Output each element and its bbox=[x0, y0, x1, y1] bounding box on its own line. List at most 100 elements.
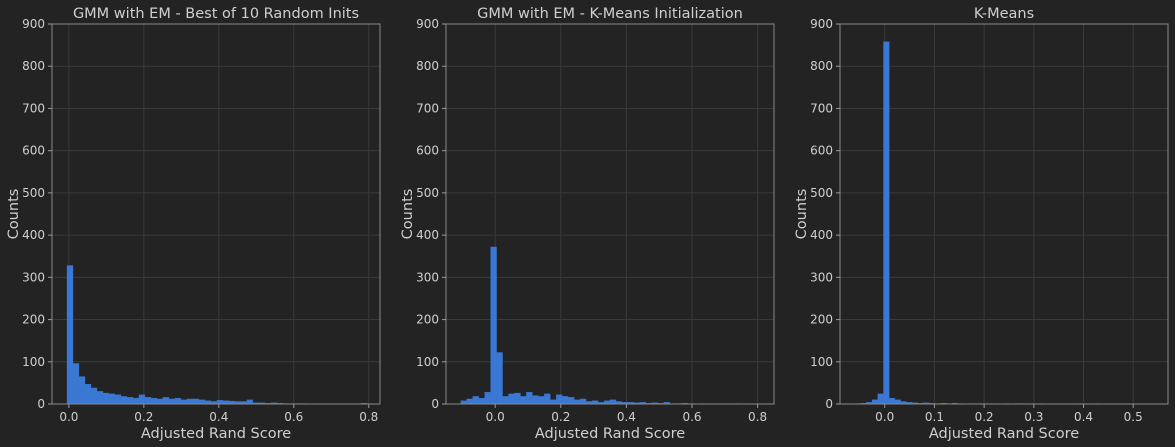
histogram-bar bbox=[490, 246, 497, 405]
histogram-bar bbox=[532, 395, 539, 405]
histogram-bar bbox=[216, 400, 224, 405]
histogram-bar bbox=[156, 398, 164, 405]
y-tick-label: 700 bbox=[416, 101, 439, 115]
histogram-bar bbox=[538, 396, 545, 405]
histogram-bar bbox=[126, 397, 134, 405]
histogram-bar bbox=[556, 394, 563, 405]
histogram-bar bbox=[180, 399, 188, 405]
y-tick-label: 300 bbox=[810, 270, 833, 284]
y-tick-label: 0 bbox=[825, 397, 833, 411]
histogram-bar bbox=[72, 363, 80, 405]
histogram-bar bbox=[871, 399, 878, 405]
x-tick-label: 0.0 bbox=[59, 410, 78, 424]
x-tick-label: 0.4 bbox=[209, 410, 228, 424]
axes-frame bbox=[839, 23, 1169, 405]
y-tick-label: 600 bbox=[22, 144, 45, 158]
y-tick-label: 400 bbox=[810, 228, 833, 242]
y-tick-label: 800 bbox=[416, 59, 439, 73]
y-axis-label: Counts bbox=[400, 189, 416, 240]
histogram-bar bbox=[478, 397, 485, 405]
y-tick-label: 900 bbox=[416, 17, 439, 31]
y-tick-label: 0 bbox=[37, 397, 45, 411]
axes-frame bbox=[445, 23, 775, 405]
histogram-bar bbox=[562, 396, 569, 405]
y-tick-label: 900 bbox=[810, 17, 833, 31]
histogram-bar bbox=[883, 41, 890, 405]
histogram-bar bbox=[186, 398, 194, 405]
histogram-bar bbox=[877, 393, 884, 405]
histogram-bar bbox=[108, 393, 116, 405]
x-tick-label: 0.2 bbox=[551, 410, 570, 424]
histogram-bar bbox=[144, 397, 152, 405]
y-tick-label: 200 bbox=[416, 313, 439, 327]
histogram-bar bbox=[246, 399, 254, 405]
histogram-bar bbox=[472, 396, 479, 405]
histogram-bar bbox=[496, 352, 503, 405]
y-tick-label: 400 bbox=[416, 228, 439, 242]
y-tick-label: 600 bbox=[810, 144, 833, 158]
histogram-bar bbox=[150, 397, 158, 405]
y-tick-label: 300 bbox=[22, 270, 45, 284]
histogram-bar bbox=[102, 392, 110, 405]
histogram-bar bbox=[508, 393, 515, 405]
y-axis-label: Counts bbox=[794, 189, 810, 240]
histogram-bar bbox=[132, 397, 140, 405]
x-tick-label: 0.2 bbox=[975, 410, 994, 424]
histogram-bar bbox=[550, 399, 557, 405]
histogram-bar bbox=[460, 400, 467, 405]
histogram-bar bbox=[162, 397, 170, 405]
y-tick-label: 300 bbox=[416, 270, 439, 284]
x-axis-label: Adjusted Rand Score bbox=[141, 426, 291, 442]
chart-title: K-Means bbox=[974, 6, 1034, 22]
x-tick-label: 0.8 bbox=[359, 410, 378, 424]
histogram-bar bbox=[120, 396, 128, 405]
histogram-bar bbox=[114, 394, 122, 405]
histogram-bar bbox=[580, 398, 587, 405]
histogram-bar bbox=[222, 400, 230, 405]
histogram-bar bbox=[90, 387, 98, 405]
histogram-bar bbox=[514, 392, 521, 405]
histogram-bar bbox=[198, 399, 206, 405]
y-tick-label: 0 bbox=[431, 397, 439, 411]
axes-frame bbox=[51, 23, 381, 405]
x-tick-label: 0.3 bbox=[1024, 410, 1043, 424]
y-tick-label: 200 bbox=[810, 313, 833, 327]
histogram-bar bbox=[894, 399, 901, 405]
x-tick-label: 0.6 bbox=[284, 410, 303, 424]
x-axis-label: Adjusted Rand Score bbox=[535, 426, 685, 442]
y-tick-label: 700 bbox=[22, 101, 45, 115]
y-tick-label: 100 bbox=[416, 355, 439, 369]
histogram-bar bbox=[568, 397, 575, 405]
y-tick-label: 500 bbox=[416, 186, 439, 200]
histogram-bar bbox=[84, 384, 92, 405]
chart-panel-3: 0 100 200 300 400 500 600 700 800 900 0.0 0.1 0.2 0.3… bbox=[794, 6, 1169, 442]
y-tick-label: 400 bbox=[22, 228, 45, 242]
histogram-bar bbox=[66, 265, 74, 405]
y-tick-label: 800 bbox=[22, 59, 45, 73]
chart-title: GMM with EM - K-Means Initialization bbox=[477, 6, 743, 22]
y-tick-label: 100 bbox=[22, 355, 45, 369]
histogram-bar bbox=[138, 394, 146, 405]
y-tick-label: 800 bbox=[810, 59, 833, 73]
y-tick-label: 200 bbox=[22, 313, 45, 327]
histogram-bar bbox=[484, 392, 491, 405]
histogram-bar bbox=[603, 400, 611, 405]
histogram-bar bbox=[204, 400, 212, 405]
x-tick-label: 0.5 bbox=[1124, 410, 1143, 424]
histogram-bar bbox=[544, 393, 551, 405]
histogram-bar bbox=[96, 391, 104, 405]
x-tick-label: 0.1 bbox=[925, 410, 944, 424]
histogram-bar bbox=[466, 398, 473, 405]
y-tick-label: 600 bbox=[416, 144, 439, 158]
chart-title: GMM with EM - Best of 10 Random Inits bbox=[73, 6, 359, 22]
histogram-bar bbox=[174, 397, 182, 405]
histogram-bar bbox=[574, 399, 581, 405]
histogram-bar bbox=[520, 396, 527, 405]
y-tick-label: 700 bbox=[810, 101, 833, 115]
histogram-bar bbox=[591, 400, 599, 405]
histogram-bar bbox=[192, 398, 200, 405]
histogram-bar bbox=[609, 399, 617, 405]
chart-panel-2: 0 100 200 300 400 500 600 700 800 900 0.0 0.2 0.4 0.6… bbox=[400, 6, 775, 442]
y-tick-label: 500 bbox=[810, 186, 833, 200]
